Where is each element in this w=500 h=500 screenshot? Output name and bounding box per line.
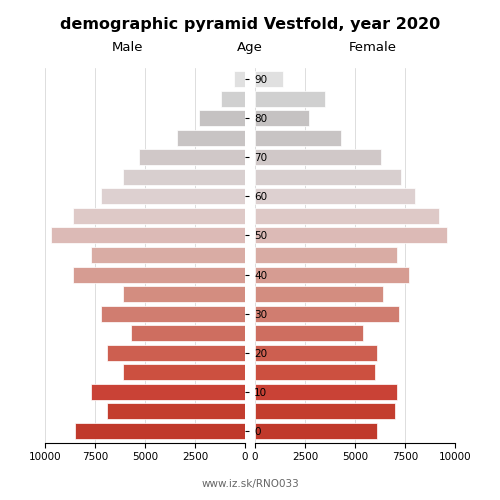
Bar xyxy=(255,364,375,380)
Bar xyxy=(234,71,245,87)
Bar xyxy=(255,384,397,400)
Bar xyxy=(123,169,245,185)
Bar xyxy=(255,208,439,224)
Bar xyxy=(255,71,283,87)
Bar xyxy=(255,423,377,439)
Bar xyxy=(255,130,341,146)
Bar xyxy=(255,344,377,360)
Bar xyxy=(255,228,447,244)
Bar xyxy=(123,364,245,380)
Bar xyxy=(255,403,395,419)
Bar xyxy=(123,286,245,302)
Bar xyxy=(51,228,245,244)
Bar xyxy=(177,130,245,146)
Bar xyxy=(91,384,245,400)
Bar xyxy=(221,90,245,107)
Bar xyxy=(101,306,245,322)
Bar xyxy=(255,325,363,341)
Bar xyxy=(107,403,245,419)
Bar xyxy=(255,247,397,263)
Bar xyxy=(73,208,245,224)
Bar xyxy=(255,110,309,126)
Text: Age: Age xyxy=(237,41,263,54)
Bar xyxy=(73,266,245,282)
Bar xyxy=(75,423,245,439)
Text: Male: Male xyxy=(112,41,144,54)
Bar xyxy=(255,306,399,322)
Bar xyxy=(91,247,245,263)
Bar xyxy=(101,188,245,204)
Bar xyxy=(255,188,415,204)
Bar xyxy=(199,110,245,126)
Bar xyxy=(255,90,325,107)
Bar xyxy=(131,325,245,341)
Bar xyxy=(255,150,381,166)
Bar xyxy=(107,344,245,360)
Text: Female: Female xyxy=(348,41,397,54)
Bar xyxy=(139,150,245,166)
Bar xyxy=(255,169,401,185)
Text: demographic pyramid Vestfold, year 2020: demographic pyramid Vestfold, year 2020 xyxy=(60,18,440,32)
Text: www.iz.sk/RNO033: www.iz.sk/RNO033 xyxy=(201,479,299,489)
Bar xyxy=(255,266,409,282)
Bar xyxy=(255,286,383,302)
